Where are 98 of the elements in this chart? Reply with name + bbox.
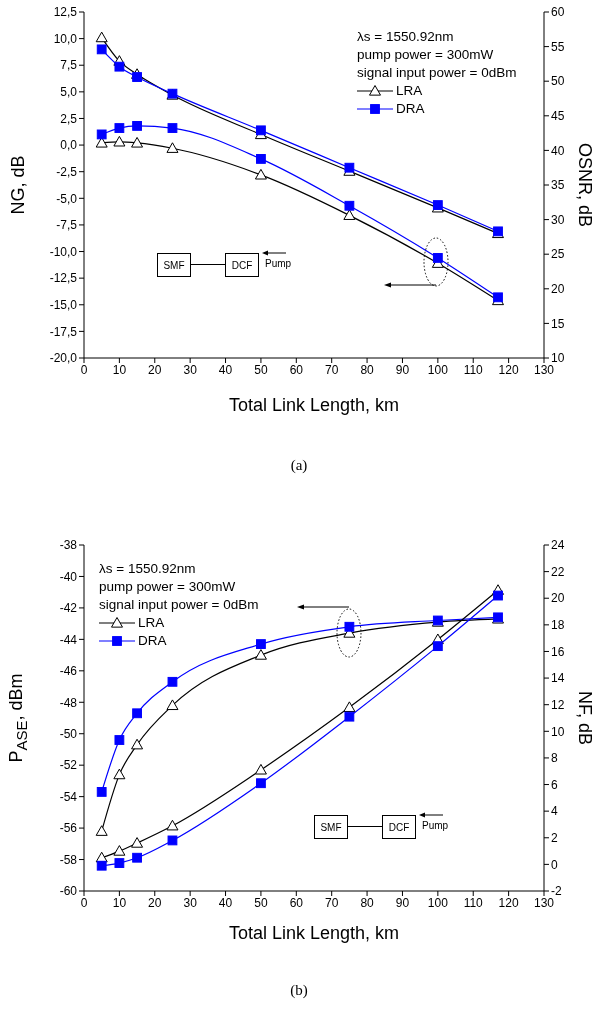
y-tick-label: -60 bbox=[59, 884, 78, 899]
y-tick-label: 2,5 bbox=[60, 111, 78, 126]
x-tick-label: 40 bbox=[218, 895, 233, 910]
legend-label: LRA bbox=[396, 82, 423, 100]
y2-tick-label: 14 bbox=[551, 671, 565, 686]
y-tick-label: -44 bbox=[59, 632, 78, 647]
y2-tick-label: 35 bbox=[551, 178, 565, 193]
x-tick-label: 30 bbox=[183, 362, 198, 377]
y-tick-label: -20,0 bbox=[49, 351, 78, 366]
y2-tick-label: 45 bbox=[551, 109, 565, 124]
x-tick-label: 120 bbox=[498, 362, 519, 377]
x-tick-label: 110 bbox=[463, 895, 484, 910]
y-tick-label: 12,5 bbox=[53, 5, 78, 20]
y-tick-label: -48 bbox=[59, 695, 78, 710]
annotation: signal input power = 0dBm bbox=[357, 64, 517, 82]
y2-tick-label: 40 bbox=[551, 143, 565, 158]
legend-label: LRA bbox=[138, 614, 165, 632]
annotation: Pump bbox=[265, 258, 292, 269]
annotation: signal input power = 0dBm bbox=[99, 596, 259, 614]
x-tick-label: 90 bbox=[395, 362, 410, 377]
y2-tick-label: 22 bbox=[551, 564, 565, 579]
y-axis-title: NG, dB bbox=[7, 155, 29, 215]
y-tick-label: 10,0 bbox=[53, 31, 78, 46]
x-axis-title: Total Link Length, km bbox=[228, 394, 400, 416]
x-tick-label: 110 bbox=[463, 362, 484, 377]
y2-tick-label: 4 bbox=[551, 804, 558, 819]
y2-tick-label: 20 bbox=[551, 591, 565, 606]
y2-tick-label: 30 bbox=[551, 212, 565, 227]
annotation: SMF bbox=[157, 253, 191, 277]
text: (b) bbox=[290, 981, 308, 999]
y2-tick-label: 25 bbox=[551, 247, 565, 262]
y-tick-label: -58 bbox=[59, 852, 78, 867]
annotation: Pump bbox=[422, 820, 449, 831]
y2-tick-label: 20 bbox=[551, 282, 565, 297]
y-tick-label: 5,0 bbox=[60, 85, 78, 100]
legend-label: DRA bbox=[138, 632, 167, 650]
y-tick-label: -52 bbox=[59, 758, 78, 773]
y-tick-label: -12,5 bbox=[49, 271, 78, 286]
x-tick-label: 20 bbox=[148, 895, 162, 910]
annotation: DCF bbox=[225, 253, 259, 277]
x-tick-label: 100 bbox=[427, 362, 449, 377]
annotation: DCF bbox=[382, 815, 416, 839]
y-tick-label: -46 bbox=[59, 664, 78, 679]
y-tick-label: -38 bbox=[59, 538, 78, 553]
x-tick-label: 90 bbox=[395, 895, 410, 910]
y2-tick-label: 6 bbox=[551, 777, 558, 792]
y-tick-label: -5,0 bbox=[56, 191, 78, 206]
x-axis-title: Total Link Length, km bbox=[228, 922, 400, 944]
x-tick-label: 100 bbox=[427, 895, 449, 910]
y-tick-label: -40 bbox=[59, 569, 78, 584]
y2-tick-label: 16 bbox=[551, 644, 565, 659]
annotation: SMF bbox=[314, 815, 348, 839]
x-tick-label: 70 bbox=[325, 895, 339, 910]
y-tick-label: -10,0 bbox=[49, 244, 78, 259]
x-tick-label: 50 bbox=[254, 362, 268, 377]
y-tick-label: -42 bbox=[59, 601, 78, 616]
annotation: λs = 1550.92nm bbox=[357, 28, 454, 46]
y2-axis-title: OSNR, dB bbox=[573, 142, 595, 228]
x-tick-label: 10 bbox=[112, 362, 127, 377]
x-tick-label: 0 bbox=[80, 895, 88, 910]
y2-tick-label: 15 bbox=[551, 316, 565, 331]
x-tick-label: 60 bbox=[289, 362, 304, 377]
y2-tick-label: 12 bbox=[551, 697, 565, 712]
annotation: pump power = 300mW bbox=[99, 578, 236, 596]
x-tick-label: 10 bbox=[112, 895, 127, 910]
y2-tick-label: 18 bbox=[551, 618, 565, 633]
y-tick-label: 7,5 bbox=[60, 58, 78, 73]
y-tick-label: -17,5 bbox=[49, 324, 78, 339]
x-tick-label: 20 bbox=[148, 362, 162, 377]
y2-tick-label: 55 bbox=[551, 39, 565, 54]
x-tick-label: 0 bbox=[80, 362, 88, 377]
y-tick-label: -56 bbox=[59, 821, 78, 836]
y-tick-label: 0,0 bbox=[60, 138, 78, 153]
x-tick-label: 120 bbox=[498, 895, 519, 910]
legend-label: DRA bbox=[396, 100, 425, 118]
y2-tick-label: 50 bbox=[551, 74, 565, 89]
x-tick-label: 40 bbox=[218, 362, 233, 377]
x-tick-label: 70 bbox=[325, 362, 339, 377]
y2-tick-label: 8 bbox=[551, 751, 558, 766]
text: (a) bbox=[290, 456, 308, 474]
y-tick-label: -2,5 bbox=[56, 164, 78, 179]
y2-tick-label: 10 bbox=[551, 724, 565, 739]
x-tick-label: 30 bbox=[183, 895, 198, 910]
y2-tick-label: 60 bbox=[551, 5, 565, 20]
annotation: λs = 1550.92nm bbox=[99, 560, 196, 578]
x-tick-label: 50 bbox=[254, 895, 268, 910]
y2-tick-label: 2 bbox=[551, 831, 558, 846]
y2-axis-title: NF, dB bbox=[573, 690, 595, 746]
x-tick-label: 60 bbox=[289, 895, 304, 910]
y-tick-label: -50 bbox=[59, 726, 78, 741]
y2-tick-label: 24 bbox=[551, 538, 565, 553]
y-tick-label: -54 bbox=[59, 789, 78, 804]
y-tick-label: -7,5 bbox=[56, 218, 78, 233]
x-tick-label: 80 bbox=[360, 362, 375, 377]
x-tick-label: 80 bbox=[360, 895, 375, 910]
y-tick-label: -15,0 bbox=[49, 298, 78, 313]
annotation: pump power = 300mW bbox=[357, 46, 494, 64]
y2-tick-label: 0 bbox=[551, 857, 558, 872]
